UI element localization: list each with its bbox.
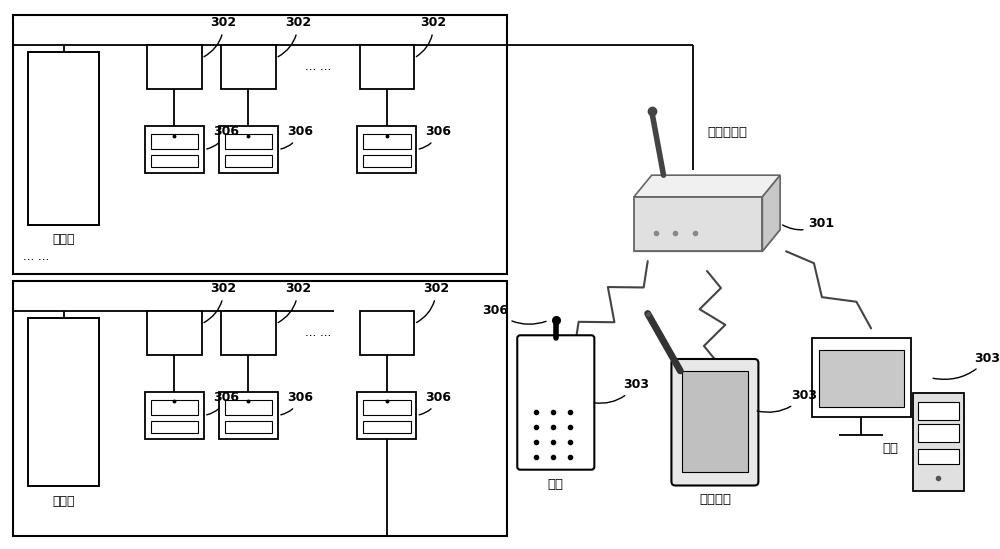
- Bar: [151, 400, 198, 416]
- Bar: [151, 421, 198, 433]
- FancyBboxPatch shape: [517, 335, 594, 470]
- Bar: [357, 126, 416, 173]
- Text: 306: 306: [207, 125, 239, 149]
- Bar: [145, 126, 204, 173]
- Bar: [819, 350, 904, 407]
- Text: 303: 303: [933, 351, 1000, 379]
- Text: ... ...: ... ...: [305, 326, 331, 339]
- Text: 303: 303: [757, 389, 817, 412]
- Text: 电脑: 电脑: [883, 442, 899, 456]
- Bar: [682, 371, 748, 472]
- Bar: [225, 155, 272, 167]
- Text: 306: 306: [419, 391, 451, 415]
- Text: 306: 306: [207, 391, 239, 415]
- Text: 平板电脑: 平板电脑: [699, 493, 731, 506]
- Bar: [363, 400, 411, 416]
- Bar: [151, 155, 198, 167]
- Bar: [363, 133, 411, 149]
- Bar: [145, 391, 204, 439]
- Text: 302: 302: [416, 16, 446, 57]
- Text: 302: 302: [416, 282, 449, 323]
- Text: ... ...: ... ...: [23, 250, 49, 263]
- Bar: [357, 391, 416, 439]
- Bar: [360, 311, 414, 355]
- Bar: [219, 126, 278, 173]
- Bar: [363, 155, 411, 167]
- Text: 集中控制器: 集中控制器: [708, 126, 748, 139]
- Bar: [221, 44, 276, 89]
- Bar: [147, 44, 202, 89]
- Text: 301: 301: [783, 217, 835, 230]
- Text: 302: 302: [278, 16, 311, 57]
- Bar: [13, 15, 507, 274]
- Text: 室外机: 室外机: [52, 495, 75, 508]
- Text: 306: 306: [281, 125, 313, 149]
- Polygon shape: [634, 175, 780, 197]
- Bar: [225, 421, 272, 433]
- Text: 302: 302: [204, 282, 237, 323]
- Bar: [151, 133, 198, 149]
- Bar: [28, 52, 99, 225]
- Bar: [219, 391, 278, 439]
- Text: 306: 306: [419, 125, 451, 149]
- Bar: [225, 133, 272, 149]
- Polygon shape: [634, 229, 780, 251]
- Bar: [812, 338, 911, 417]
- Bar: [147, 311, 202, 355]
- Bar: [918, 449, 959, 464]
- Text: 303: 303: [594, 378, 649, 403]
- Bar: [363, 421, 411, 433]
- Text: 306: 306: [483, 304, 546, 324]
- Bar: [634, 197, 762, 251]
- Bar: [221, 311, 276, 355]
- Text: 302: 302: [278, 282, 311, 323]
- Bar: [225, 400, 272, 416]
- Text: 手机: 手机: [548, 478, 564, 491]
- Bar: [918, 402, 959, 421]
- Text: 302: 302: [204, 16, 237, 57]
- Text: 室外机: 室外机: [52, 233, 75, 246]
- Text: ... ...: ... ...: [305, 60, 331, 73]
- Bar: [528, 350, 583, 400]
- Bar: [360, 44, 414, 89]
- Polygon shape: [762, 175, 780, 251]
- Bar: [13, 281, 507, 536]
- Text: 306: 306: [281, 391, 313, 415]
- Bar: [918, 424, 959, 442]
- Bar: [28, 318, 99, 486]
- Bar: [913, 393, 964, 491]
- FancyBboxPatch shape: [671, 359, 758, 485]
